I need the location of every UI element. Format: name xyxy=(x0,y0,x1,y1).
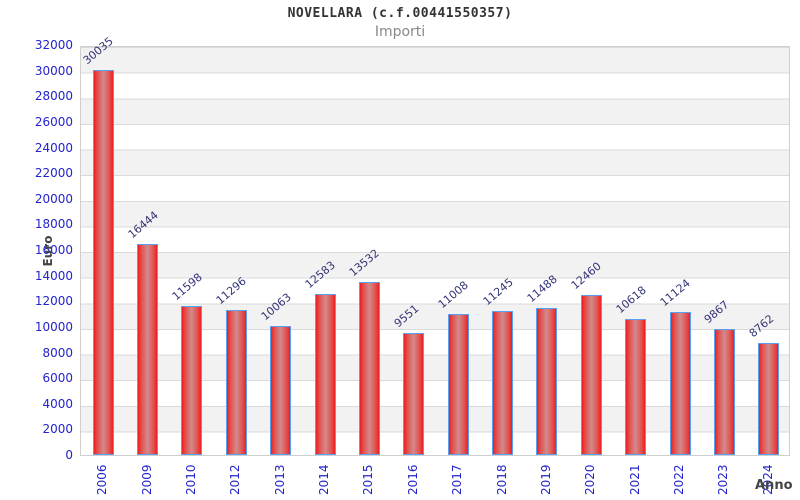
bar xyxy=(270,326,292,455)
y-tick-label: 16000 xyxy=(34,243,73,257)
y-tick-label: 18000 xyxy=(34,217,73,232)
chart-subtitle: Importi xyxy=(374,24,426,40)
bar-value-label: 9551 xyxy=(391,301,422,330)
x-tick-label: 2018 xyxy=(494,464,509,495)
y-tick-label: 12000 xyxy=(34,294,73,309)
bar xyxy=(358,281,380,455)
bar xyxy=(625,318,647,455)
y-tick-label: 4000 xyxy=(42,396,73,411)
chart-title: NOVELLARA (c.f.00441550357) xyxy=(287,6,513,21)
y-tick-label: 30000 xyxy=(34,63,73,78)
bar-value-label: 13532 xyxy=(347,246,383,279)
y-tick-label: 26000 xyxy=(34,114,73,129)
plot-area: 30035 16444 11598 11296 10063 12583 13532 9551 1… xyxy=(80,35,790,456)
x-tick-label: 2010 xyxy=(183,464,198,495)
y-tick-label: 32000 xyxy=(34,38,73,52)
bar-value-label: 8762 xyxy=(746,311,777,340)
x-tick-label: 2020 xyxy=(583,464,598,495)
bar-value-label: 11296 xyxy=(213,274,250,308)
x-tick-label: 2016 xyxy=(405,464,420,495)
bar-value-label: 11598 xyxy=(169,270,205,304)
y-tick-label: 8000 xyxy=(42,345,73,360)
x-tick-label: 2019 xyxy=(538,464,553,495)
bar xyxy=(713,328,735,455)
y-tick-label: 10000 xyxy=(34,319,73,334)
x-tick-label: 2015 xyxy=(361,464,376,495)
bar-value-label: 10618 xyxy=(613,283,649,316)
bar xyxy=(181,306,203,455)
y-axis-title: Euro xyxy=(41,235,55,267)
bar xyxy=(669,312,691,455)
bar xyxy=(92,70,114,455)
x-tick-label: 2022 xyxy=(672,464,687,495)
bar xyxy=(758,342,780,455)
x-tick-label: 2009 xyxy=(139,464,154,495)
bar xyxy=(225,310,247,455)
x-tick-label: 2021 xyxy=(627,464,642,495)
y-tick-label: 22000 xyxy=(34,166,73,181)
bar xyxy=(492,310,514,455)
bar xyxy=(536,307,558,455)
bar-value-label: 11245 xyxy=(480,275,516,308)
y-tick-label: 14000 xyxy=(34,268,73,283)
y-tick-label: 28000 xyxy=(34,89,73,104)
bar xyxy=(314,293,336,455)
bar-value-label: 10063 xyxy=(258,290,294,324)
bar-value-label: 11124 xyxy=(657,277,693,310)
bar xyxy=(447,313,469,455)
y-tick-label: 6000 xyxy=(42,371,73,386)
x-tick-label: 2014 xyxy=(317,464,332,495)
y-tick-label: 0 xyxy=(65,448,73,462)
x-tick-label: 2006 xyxy=(95,464,110,495)
x-tick-label: 2012 xyxy=(228,464,243,495)
bar xyxy=(137,244,159,455)
bar xyxy=(580,295,602,455)
bar-value-label: 12583 xyxy=(302,258,338,291)
bar-value-label: 12460 xyxy=(568,259,605,293)
y-tick-label: 24000 xyxy=(34,140,73,155)
x-tick-label: 2013 xyxy=(272,464,287,495)
x-tick-label: 2023 xyxy=(716,464,731,495)
bar-value-label: 11008 xyxy=(435,278,471,311)
bar-value-label: 16444 xyxy=(125,208,161,242)
bar xyxy=(403,332,425,455)
y-tick-label: 20000 xyxy=(34,191,73,206)
y-tick-label: 2000 xyxy=(42,422,73,437)
bar-value-label: 9867 xyxy=(702,297,732,326)
x-tick-label: 2017 xyxy=(450,464,465,495)
bar-value-label: 11488 xyxy=(524,272,560,305)
x-axis-title: Anno xyxy=(755,478,793,493)
